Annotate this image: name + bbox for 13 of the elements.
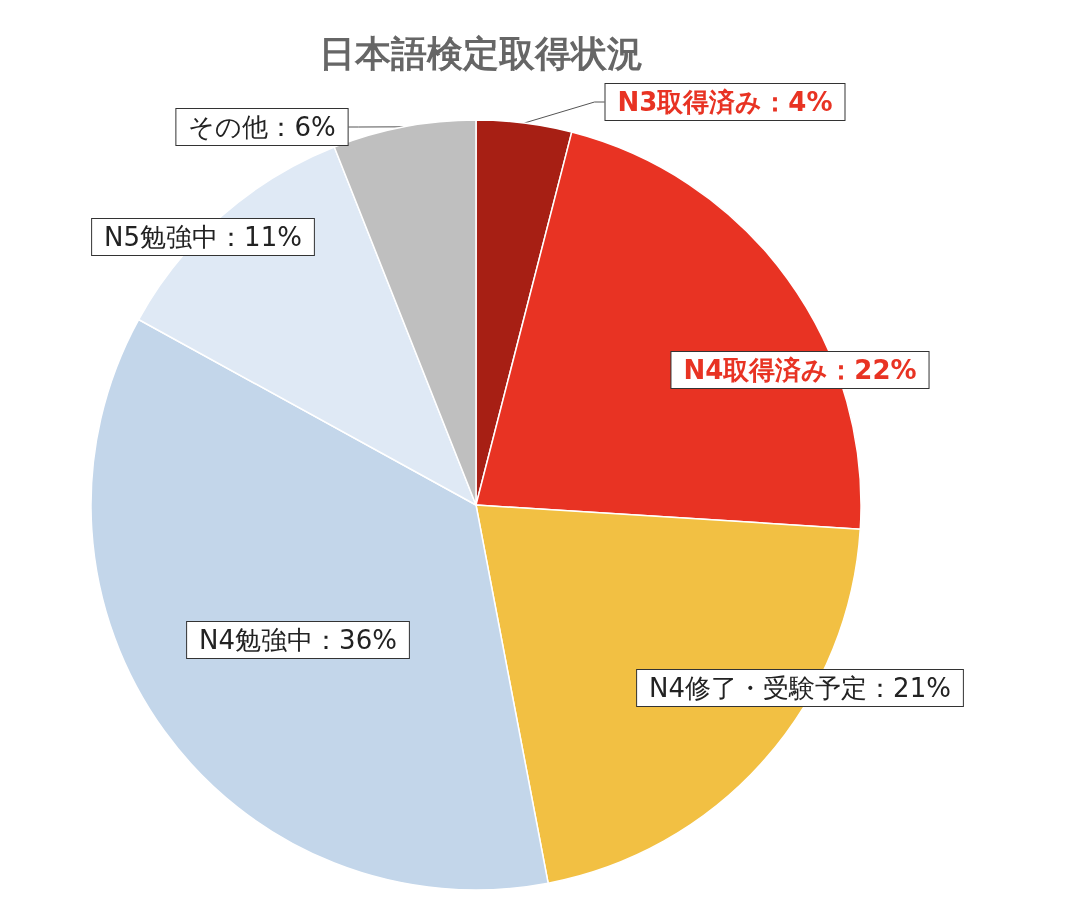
slice-label: その他 (188, 112, 269, 142)
data-label: ：22% (828, 355, 917, 385)
data-label: ：11% (218, 222, 302, 252)
slice-label: N4修了・受験予定 (649, 673, 868, 703)
slice-label: N5勉強中 (104, 222, 219, 252)
data-label: ：21% (867, 673, 951, 703)
data-label: ：6% (268, 112, 336, 142)
chart-title: 日本語検定取得状況 (319, 32, 643, 74)
slice-label: N4取得済み (683, 355, 829, 385)
data-label: ：4% (762, 87, 833, 117)
data-label: ：36% (313, 625, 397, 655)
slice-label: N3取得済み (617, 87, 763, 117)
slice-label: N4勉強中 (199, 625, 314, 655)
